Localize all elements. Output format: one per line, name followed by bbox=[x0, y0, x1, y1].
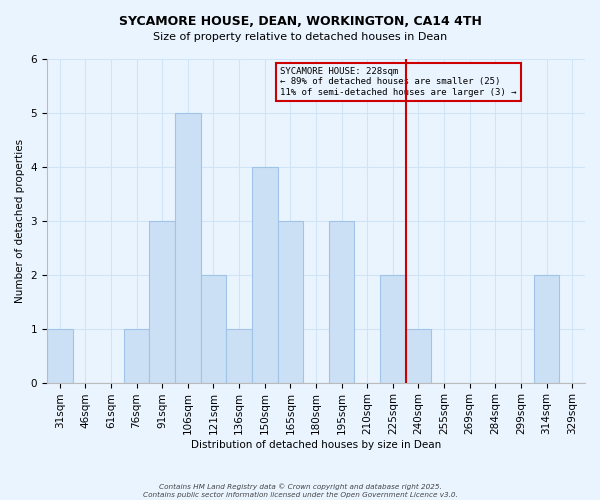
Bar bbox=[47, 328, 73, 382]
Bar bbox=[380, 274, 406, 382]
X-axis label: Distribution of detached houses by size in Dean: Distribution of detached houses by size … bbox=[191, 440, 441, 450]
Bar bbox=[200, 274, 226, 382]
Bar bbox=[226, 328, 252, 382]
Bar bbox=[329, 221, 355, 382]
Bar bbox=[175, 113, 200, 382]
Bar bbox=[278, 221, 303, 382]
Text: Size of property relative to detached houses in Dean: Size of property relative to detached ho… bbox=[153, 32, 447, 42]
Bar bbox=[252, 167, 278, 382]
Bar bbox=[406, 328, 431, 382]
Text: Contains HM Land Registry data © Crown copyright and database right 2025.
Contai: Contains HM Land Registry data © Crown c… bbox=[143, 484, 457, 498]
Text: SYCAMORE HOUSE, DEAN, WORKINGTON, CA14 4TH: SYCAMORE HOUSE, DEAN, WORKINGTON, CA14 4… bbox=[119, 15, 481, 28]
Bar bbox=[124, 328, 149, 382]
Text: SYCAMORE HOUSE: 228sqm
← 89% of detached houses are smaller (25)
11% of semi-det: SYCAMORE HOUSE: 228sqm ← 89% of detached… bbox=[280, 67, 517, 97]
Y-axis label: Number of detached properties: Number of detached properties bbox=[15, 138, 25, 303]
Bar bbox=[149, 221, 175, 382]
Bar bbox=[534, 274, 559, 382]
